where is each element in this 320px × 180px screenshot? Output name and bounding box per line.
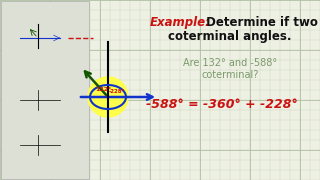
Text: Determine if two angles are: Determine if two angles are [202,16,320,29]
Polygon shape [88,77,128,117]
Text: -228°: -228° [109,89,125,94]
Text: coterminal angles.: coterminal angles. [168,30,292,43]
Text: coterminal?: coterminal? [201,70,259,80]
Bar [1,1,89,179]
Text: -588° = -360° + -228°: -588° = -360° + -228° [146,98,298,111]
Text: Are 132° and -588°: Are 132° and -588° [183,58,277,68]
Text: Example:: Example: [150,16,211,29]
Text: 132°: 132° [95,87,111,92]
